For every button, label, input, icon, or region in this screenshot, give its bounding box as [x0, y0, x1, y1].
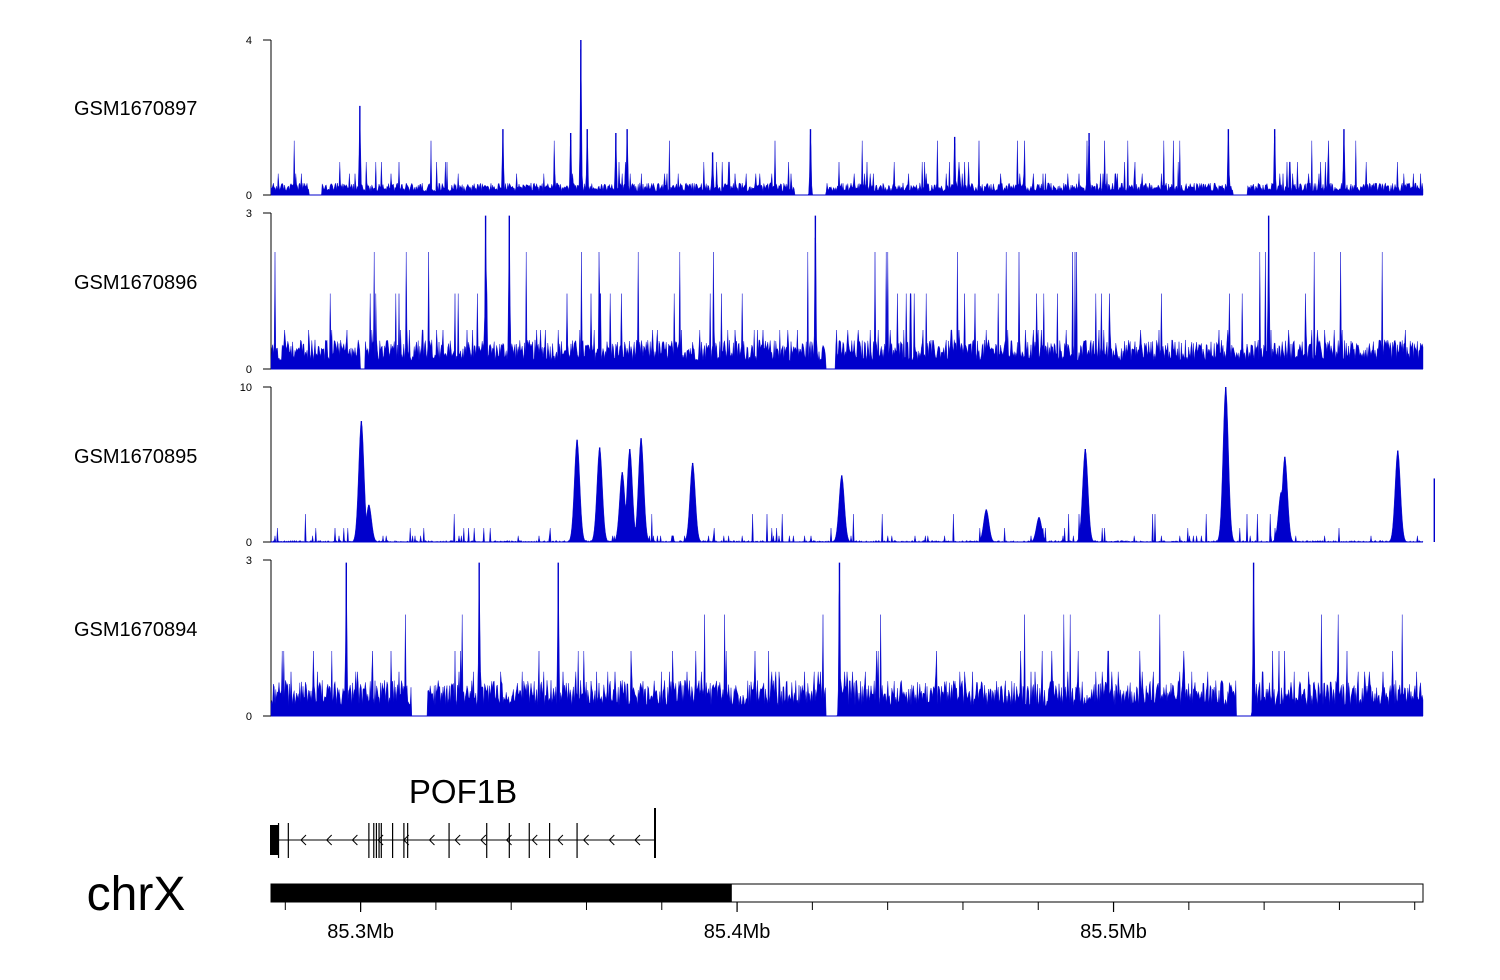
y-tick-label: 4 — [246, 35, 252, 47]
track-1: GSM1670896 3 0 — [74, 208, 1424, 376]
gene-model — [270, 808, 656, 858]
strand-arrow-5 — [428, 834, 435, 846]
chromosome-label: chrX — [87, 868, 186, 921]
utr-block — [270, 825, 278, 855]
x-tick-label: 85.5Mb — [1080, 921, 1147, 943]
x-tick-label: 85.4Mb — [704, 921, 771, 943]
gene-track: POF1B — [270, 773, 656, 858]
strand-arrow-7 — [480, 834, 487, 846]
signal-area — [270, 387, 1424, 543]
track-label: GSM1670894 — [74, 619, 197, 641]
track-label: GSM1670895 — [74, 446, 197, 468]
strand-arrow-12 — [608, 834, 615, 846]
strand-arrow-4 — [403, 834, 410, 846]
y-tick-label: 0 — [246, 537, 252, 549]
signal-area — [270, 562, 1424, 717]
chromosome-ticks: 85.3Mb 85.4Mb 85.5Mb — [284, 902, 1416, 943]
strand-arrow-11 — [582, 834, 589, 846]
gene-label: POF1B — [409, 773, 517, 810]
signal-area — [270, 215, 1424, 370]
strand-arrow-2 — [351, 834, 358, 846]
y-tick-label: 10 — [240, 382, 252, 394]
x-tick-label: 85.3Mb — [327, 921, 394, 943]
chromosome-ideogram: chrX 85.3Mb 85.4Mb 85.5Mb — [87, 868, 1424, 943]
track-3: GSM1670894 3 0 — [74, 555, 1424, 723]
strand-arrow-13 — [634, 834, 641, 846]
y-tick-label: 0 — [246, 364, 252, 376]
y-tick-label: 3 — [246, 555, 252, 567]
strand-arrow-9 — [531, 834, 538, 846]
strand-arrow-0 — [300, 834, 307, 846]
signal-tracks: GSM167089740GSM167089630GSM1670895100GSM… — [74, 35, 1435, 723]
track-2: GSM1670895 10 0 — [74, 382, 1435, 549]
track-0: GSM1670897 4 0 — [74, 35, 1424, 202]
track-label: GSM1670897 — [74, 98, 197, 120]
signal-area — [270, 49, 1424, 196]
strand-arrow-8 — [505, 834, 512, 846]
chromosome-highlight — [271, 884, 732, 902]
strand-arrow-6 — [454, 834, 461, 846]
strand-arrow-3 — [377, 834, 384, 846]
strand-arrow-1 — [325, 834, 333, 846]
y-tick-label: 3 — [246, 208, 252, 220]
y-tick-label: 0 — [246, 190, 252, 202]
strand-arrow-10 — [557, 834, 564, 846]
track-label: GSM1670896 — [74, 272, 197, 294]
y-tick-label: 0 — [246, 711, 252, 723]
